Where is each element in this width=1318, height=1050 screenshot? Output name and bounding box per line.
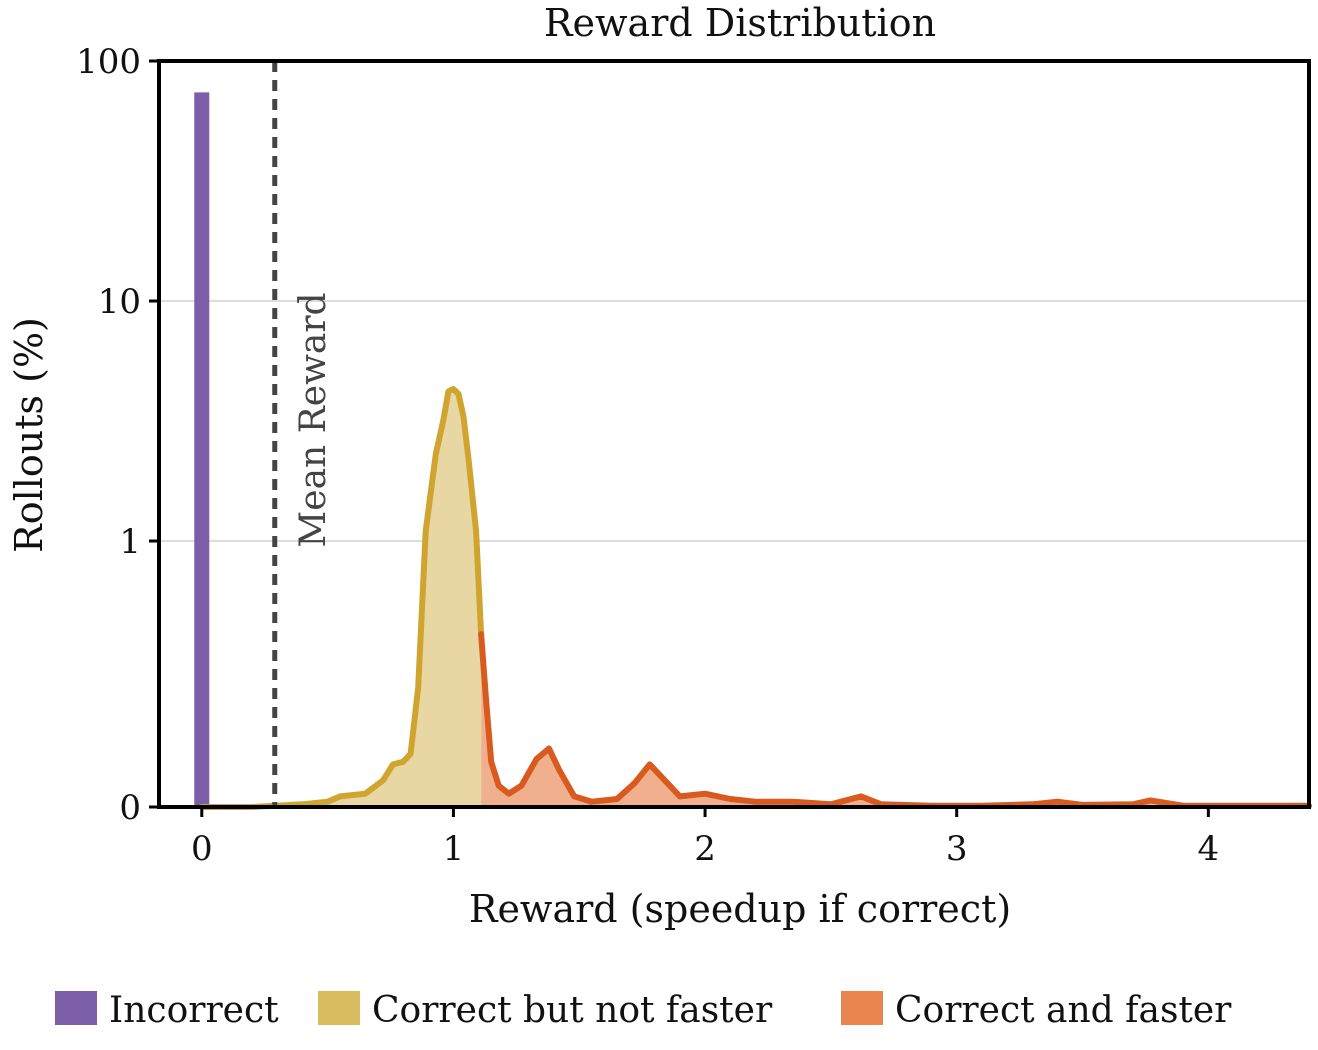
legend-label: Incorrect — [109, 990, 279, 1031]
series-fill-correct-faster — [481, 634, 1310, 807]
incorrect-bar — [194, 92, 210, 807]
series-line-correct-faster — [478, 631, 1312, 809]
plot-frame — [157, 59, 1311, 809]
y-axis-ticks: 0 1 10 100 — [76, 42, 159, 828]
grid-lines — [159, 300, 1309, 542]
legend-label: Correct and faster — [895, 990, 1232, 1031]
mean-reward-group: Mean Reward — [272, 61, 334, 807]
x-tick-label: 1 — [443, 829, 465, 869]
area-fills — [201, 389, 1310, 807]
x-axis-label: Reward (speedup if correct) — [469, 887, 1011, 931]
y-tick-label: 100 — [76, 42, 141, 82]
x-tick-label: 2 — [694, 829, 716, 869]
legend-label: Correct but not faster — [372, 990, 773, 1031]
x-axis-ticks: 0 1 2 3 4 — [191, 807, 1219, 869]
legend-swatch — [55, 991, 97, 1025]
series-lines — [198, 386, 1312, 810]
x-tick-label: 3 — [946, 829, 968, 869]
chart-title: Reward Distribution — [544, 1, 936, 45]
legend-swatch — [318, 991, 360, 1025]
y-axis-label: Rollouts (%) — [7, 317, 51, 553]
incorrect-bar-group — [194, 92, 210, 807]
y-tick-label: 10 — [98, 282, 141, 322]
x-tick-label: 0 — [191, 829, 213, 869]
mean-reward-label: Mean Reward — [293, 292, 334, 547]
x-tick-label: 4 — [1198, 829, 1220, 869]
series-line-correct-not-faster — [198, 386, 485, 810]
y-tick-label: 0 — [119, 788, 141, 828]
y-tick-label: 1 — [119, 522, 141, 562]
legend: Incorrect Correct but not faster Correct a… — [55, 990, 1232, 1031]
legend-swatch — [841, 991, 883, 1025]
